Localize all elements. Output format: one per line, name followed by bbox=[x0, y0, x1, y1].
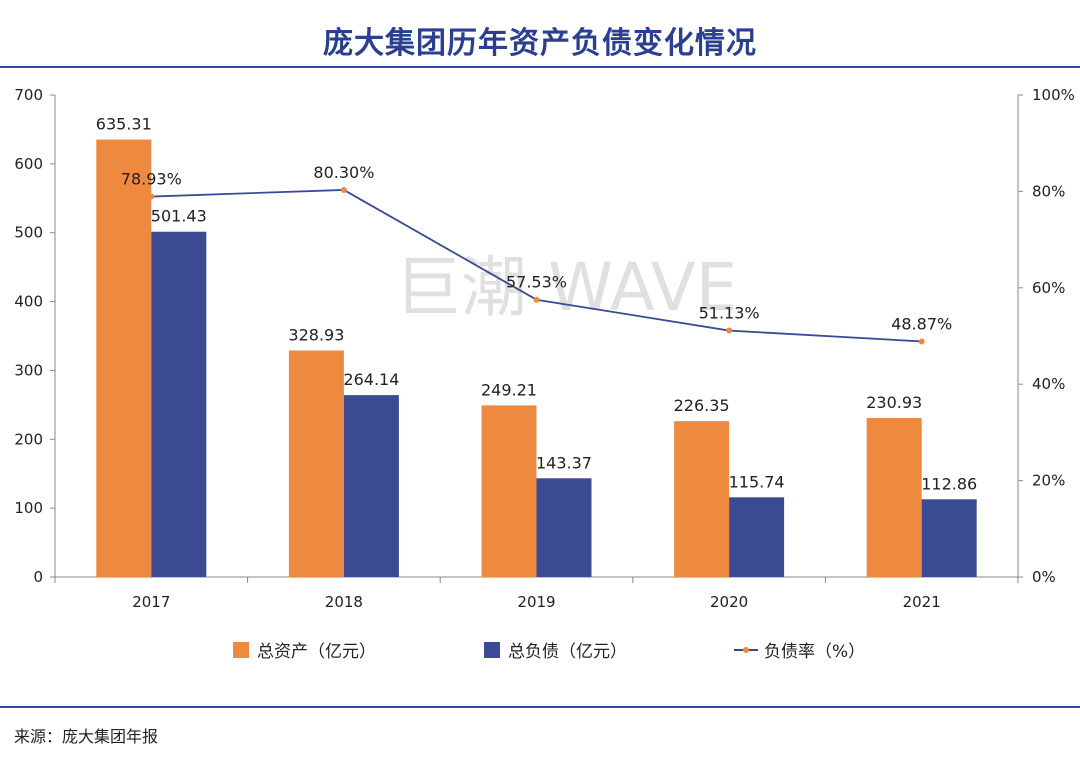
bottom-divider bbox=[0, 706, 1080, 708]
bar-total-liabilities bbox=[151, 231, 207, 578]
debt-ratio-point bbox=[340, 186, 347, 193]
chart-canvas: 巨潮 WAVE 0 100 200 300 400 500 600 700 0% 20% 40% 60… bbox=[14, 86, 1075, 662]
watermark: 巨潮 WAVE bbox=[395, 249, 737, 326]
bar-total-liabilities bbox=[343, 395, 399, 577]
bar-total-liabilities bbox=[536, 478, 592, 577]
source-note: 来源：庞大集团年报 bbox=[14, 727, 159, 746]
debt-ratio-point bbox=[533, 296, 540, 303]
bar-total-assets bbox=[866, 417, 922, 577]
data-label-liabilities: 112.86 bbox=[921, 474, 977, 493]
data-label-debt-ratio: 48.87% bbox=[891, 314, 952, 333]
y-tick-label: 700 bbox=[14, 86, 43, 104]
debt-ratio-point bbox=[918, 338, 925, 345]
y-tick-label: 200 bbox=[14, 430, 43, 448]
x-tick-label: 2017 bbox=[132, 593, 170, 611]
data-label-debt-ratio: 80.30% bbox=[313, 163, 374, 182]
legend-debt-ratio-label: 负债率（%） bbox=[764, 642, 865, 662]
y-tick-label: 100 bbox=[14, 499, 43, 517]
legend-total-assets-label: 总资产（亿元） bbox=[257, 642, 376, 662]
x-tick-label: 2018 bbox=[325, 593, 363, 611]
y2-tick-label: 40% bbox=[1032, 375, 1065, 393]
data-label-debt-ratio: 57.53% bbox=[506, 273, 567, 292]
y-tick-label: 300 bbox=[14, 361, 43, 379]
data-label-liabilities: 115.74 bbox=[729, 472, 785, 491]
y2-tick-label: 60% bbox=[1032, 279, 1065, 297]
y2-tick-label: 100% bbox=[1032, 86, 1075, 104]
y-tick-label: 0 bbox=[33, 568, 43, 586]
y2-tick-label: 20% bbox=[1032, 472, 1065, 490]
data-label-liabilities: 143.37 bbox=[536, 453, 592, 472]
y2-tick-label: 80% bbox=[1032, 182, 1065, 200]
data-label-assets: 249.21 bbox=[481, 380, 537, 399]
data-label-debt-ratio: 78.93% bbox=[121, 170, 182, 189]
legend-debt-ratio-marker bbox=[743, 647, 749, 653]
debt-ratio-point bbox=[726, 327, 733, 334]
bar-total-assets bbox=[288, 350, 344, 577]
y-tick-label: 500 bbox=[14, 224, 43, 242]
x-tick-label: 2021 bbox=[903, 593, 941, 611]
bar-total-assets bbox=[96, 139, 152, 577]
y2-tick-label: 0% bbox=[1032, 568, 1056, 586]
x-tick-label: 2019 bbox=[517, 593, 555, 611]
legend-total-assets-swatch bbox=[233, 642, 249, 658]
y-tick-label: 400 bbox=[14, 293, 43, 311]
bar-total-liabilities bbox=[921, 499, 977, 577]
data-label-assets: 230.93 bbox=[866, 393, 922, 412]
bar-total-liabilities bbox=[729, 497, 785, 577]
data-label-debt-ratio: 51.13% bbox=[699, 304, 760, 323]
legend-total-liabilities-swatch bbox=[484, 642, 500, 658]
legend-total-liabilities-label: 总负债（亿元） bbox=[508, 642, 627, 662]
y-tick-label: 600 bbox=[14, 155, 43, 173]
debt-ratio-point bbox=[148, 193, 155, 200]
data-label-assets: 635.31 bbox=[96, 115, 152, 134]
data-label-assets: 226.35 bbox=[674, 396, 730, 415]
data-label-liabilities: 264.14 bbox=[343, 370, 399, 389]
data-label-liabilities: 501.43 bbox=[151, 207, 207, 226]
chart-title: 庞大集团历年资产负债变化情况 bbox=[323, 26, 757, 61]
top-divider bbox=[0, 66, 1080, 68]
bar-total-assets bbox=[674, 421, 730, 577]
bar-total-assets bbox=[481, 405, 537, 577]
x-tick-label: 2020 bbox=[710, 593, 748, 611]
data-label-assets: 328.93 bbox=[288, 326, 344, 345]
